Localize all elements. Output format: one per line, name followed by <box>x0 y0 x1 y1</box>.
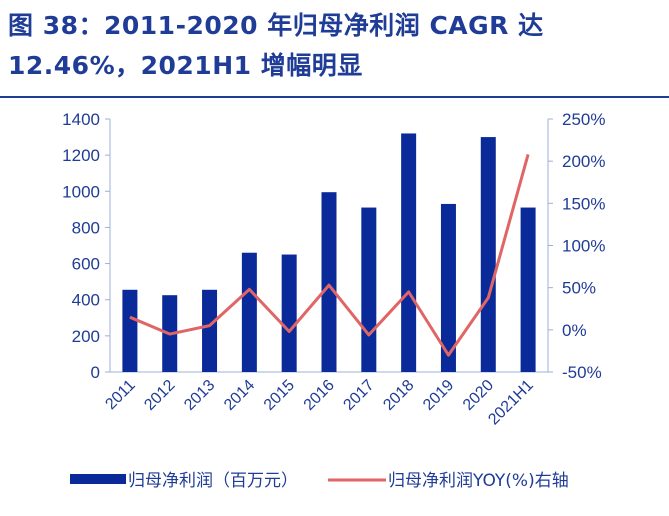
bar-2017 <box>361 207 377 372</box>
left-axis-tick-label: 200 <box>72 327 100 346</box>
legend: 归母净利润（百万元） 归母净利润YOY(%)右轴 <box>70 471 569 491</box>
x-axis-tick-label: 2021H1 <box>485 377 537 429</box>
right-axis-tick-label: 150% <box>562 194 605 213</box>
legend-bar-label: 归母净利润（百万元） <box>128 471 298 491</box>
x-axis-tick-label: 2018 <box>380 377 417 414</box>
right-axis-tick-label: 200% <box>562 152 605 171</box>
x-axis-tick-label: 2016 <box>301 377 338 414</box>
bar-2011 <box>122 289 138 372</box>
line-series <box>129 154 530 357</box>
title-line-1: 图 38：2011-2020 年归母净利润 CAGR 达 <box>8 11 544 40</box>
bar-2018 <box>401 133 417 372</box>
right-axis-tick-label: -50% <box>562 363 602 382</box>
left-axis-tick-label: 800 <box>72 218 100 237</box>
title-divider <box>0 96 669 98</box>
bar-2019 <box>440 203 456 372</box>
bar-2013 <box>202 289 218 372</box>
chart-title: 图 38：2011-2020 年归母净利润 CAGR 达 12.46%，2021… <box>8 6 658 86</box>
left-axis-tick-label: 600 <box>72 255 100 274</box>
x-axis-tick-label: 2012 <box>141 377 178 414</box>
right-axis-tick-label: 100% <box>562 237 605 256</box>
bar-2016 <box>321 192 337 372</box>
bar-2021H1 <box>520 207 536 372</box>
left-axis-tick-label: 400 <box>72 291 100 310</box>
x-axis-tick-label: 2011 <box>102 377 138 413</box>
legend-bar-swatch <box>70 474 126 484</box>
x-axis-tick-label: 2019 <box>420 377 457 414</box>
left-axis-tick-label: 0 <box>91 363 100 382</box>
bar-2014 <box>241 252 257 372</box>
x-axis-tick-label: 2015 <box>261 377 298 414</box>
bar-2015 <box>281 254 297 372</box>
bar-2020 <box>480 137 496 372</box>
title-line-2: 12.46%，2021H1 增幅明显 <box>8 51 363 80</box>
x-axis-tick-label: 2014 <box>221 377 258 414</box>
left-axis-tick-label: 1200 <box>62 146 100 165</box>
legend-line-label: 归母净利润YOY(%)右轴 <box>388 471 569 491</box>
x-axis-tick-label: 2020 <box>460 377 497 414</box>
left-axis-tick-label: 1000 <box>62 182 100 201</box>
right-axis-tick-label: 250% <box>562 110 605 129</box>
right-axis-tick-label: 50% <box>562 279 596 298</box>
x-axis-tick-label: 2017 <box>340 377 377 414</box>
bar-series <box>122 133 536 372</box>
right-axis-tick-label: 0% <box>562 321 587 340</box>
x-axis-tick-label: 2013 <box>181 377 218 414</box>
left-axis-tick-label: 1400 <box>62 110 100 129</box>
